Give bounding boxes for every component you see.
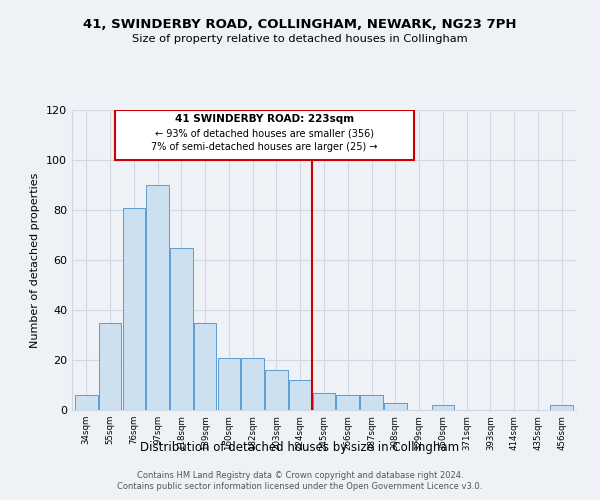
Bar <box>241 358 264 410</box>
Y-axis label: Number of detached properties: Number of detached properties <box>31 172 40 348</box>
Bar <box>337 395 359 410</box>
Bar <box>122 208 145 410</box>
Text: Contains public sector information licensed under the Open Government Licence v3: Contains public sector information licen… <box>118 482 482 491</box>
Bar <box>360 395 383 410</box>
Bar <box>146 185 169 410</box>
Bar <box>550 405 573 410</box>
Bar <box>384 402 407 410</box>
Text: ← 93% of detached houses are smaller (356): ← 93% of detached houses are smaller (35… <box>155 128 374 138</box>
Bar <box>265 370 288 410</box>
Bar <box>75 395 98 410</box>
Text: Distribution of detached houses by size in Collingham: Distribution of detached houses by size … <box>140 441 460 454</box>
Bar <box>289 380 311 410</box>
Bar <box>170 248 193 410</box>
Text: 7% of semi-detached houses are larger (25) →: 7% of semi-detached houses are larger (2… <box>151 142 378 152</box>
FancyBboxPatch shape <box>115 110 415 160</box>
Bar <box>313 392 335 410</box>
Text: 41 SWINDERBY ROAD: 223sqm: 41 SWINDERBY ROAD: 223sqm <box>175 114 354 124</box>
Text: Size of property relative to detached houses in Collingham: Size of property relative to detached ho… <box>132 34 468 43</box>
Text: 41, SWINDERBY ROAD, COLLINGHAM, NEWARK, NG23 7PH: 41, SWINDERBY ROAD, COLLINGHAM, NEWARK, … <box>83 18 517 30</box>
Bar <box>431 405 454 410</box>
Text: Contains HM Land Registry data © Crown copyright and database right 2024.: Contains HM Land Registry data © Crown c… <box>137 471 463 480</box>
Bar <box>194 322 217 410</box>
Bar <box>99 322 121 410</box>
Bar <box>218 358 240 410</box>
